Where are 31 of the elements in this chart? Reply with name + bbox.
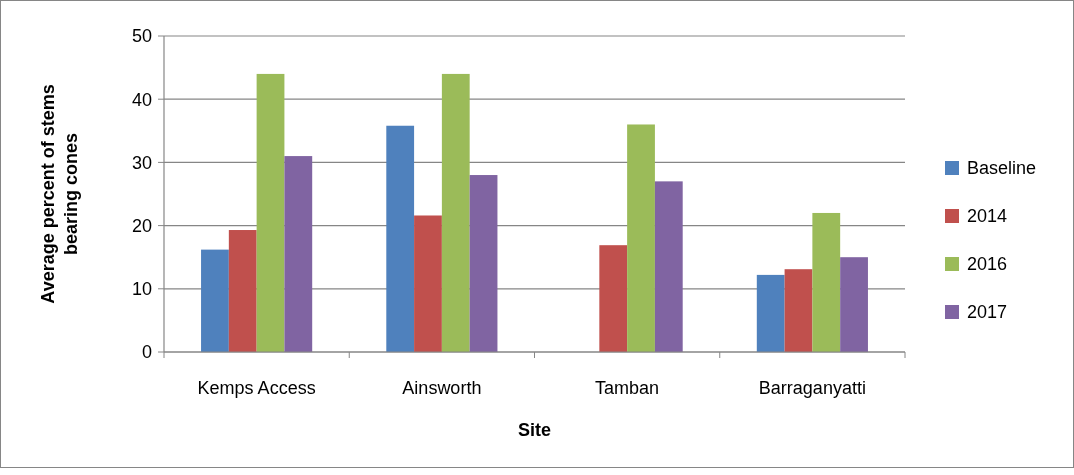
bar: [284, 156, 313, 352]
bar: [414, 215, 442, 352]
bar: [756, 274, 785, 352]
bar: [784, 269, 813, 352]
x-axis-title: Site: [517, 420, 552, 440]
x-tick-label: Kemps Access: [197, 378, 316, 398]
y-tick-label: 50: [131, 26, 152, 47]
bar: [599, 245, 628, 352]
bar: [386, 125, 415, 352]
bar: [812, 212, 841, 352]
bar: [654, 181, 683, 352]
bar: [228, 230, 257, 352]
bar: [441, 73, 470, 352]
bar: [256, 73, 285, 352]
bar: [469, 175, 498, 352]
y-tick-label: 0: [141, 342, 152, 363]
legend-label: Baseline: [967, 158, 1037, 179]
x-tick-label: Barraganyatti: [758, 378, 866, 398]
y-tick-label: 40: [131, 89, 152, 110]
y-tick-label: 10: [131, 279, 152, 300]
x-tick-label: Tamban: [595, 378, 660, 398]
legend-label: 2016: [967, 254, 1008, 275]
bar: [840, 257, 868, 352]
legend-label: 2017: [967, 302, 1008, 323]
x-tick-label: Ainsworth: [402, 378, 482, 398]
y-tick-label: 20: [131, 215, 152, 236]
y-tick-label: 30: [131, 152, 152, 173]
bar: [201, 249, 229, 352]
bar: [627, 124, 655, 352]
legend-label: 2014: [967, 206, 1008, 227]
y-axis-title: Average percent of stems bearing cones: [38, 84, 81, 304]
